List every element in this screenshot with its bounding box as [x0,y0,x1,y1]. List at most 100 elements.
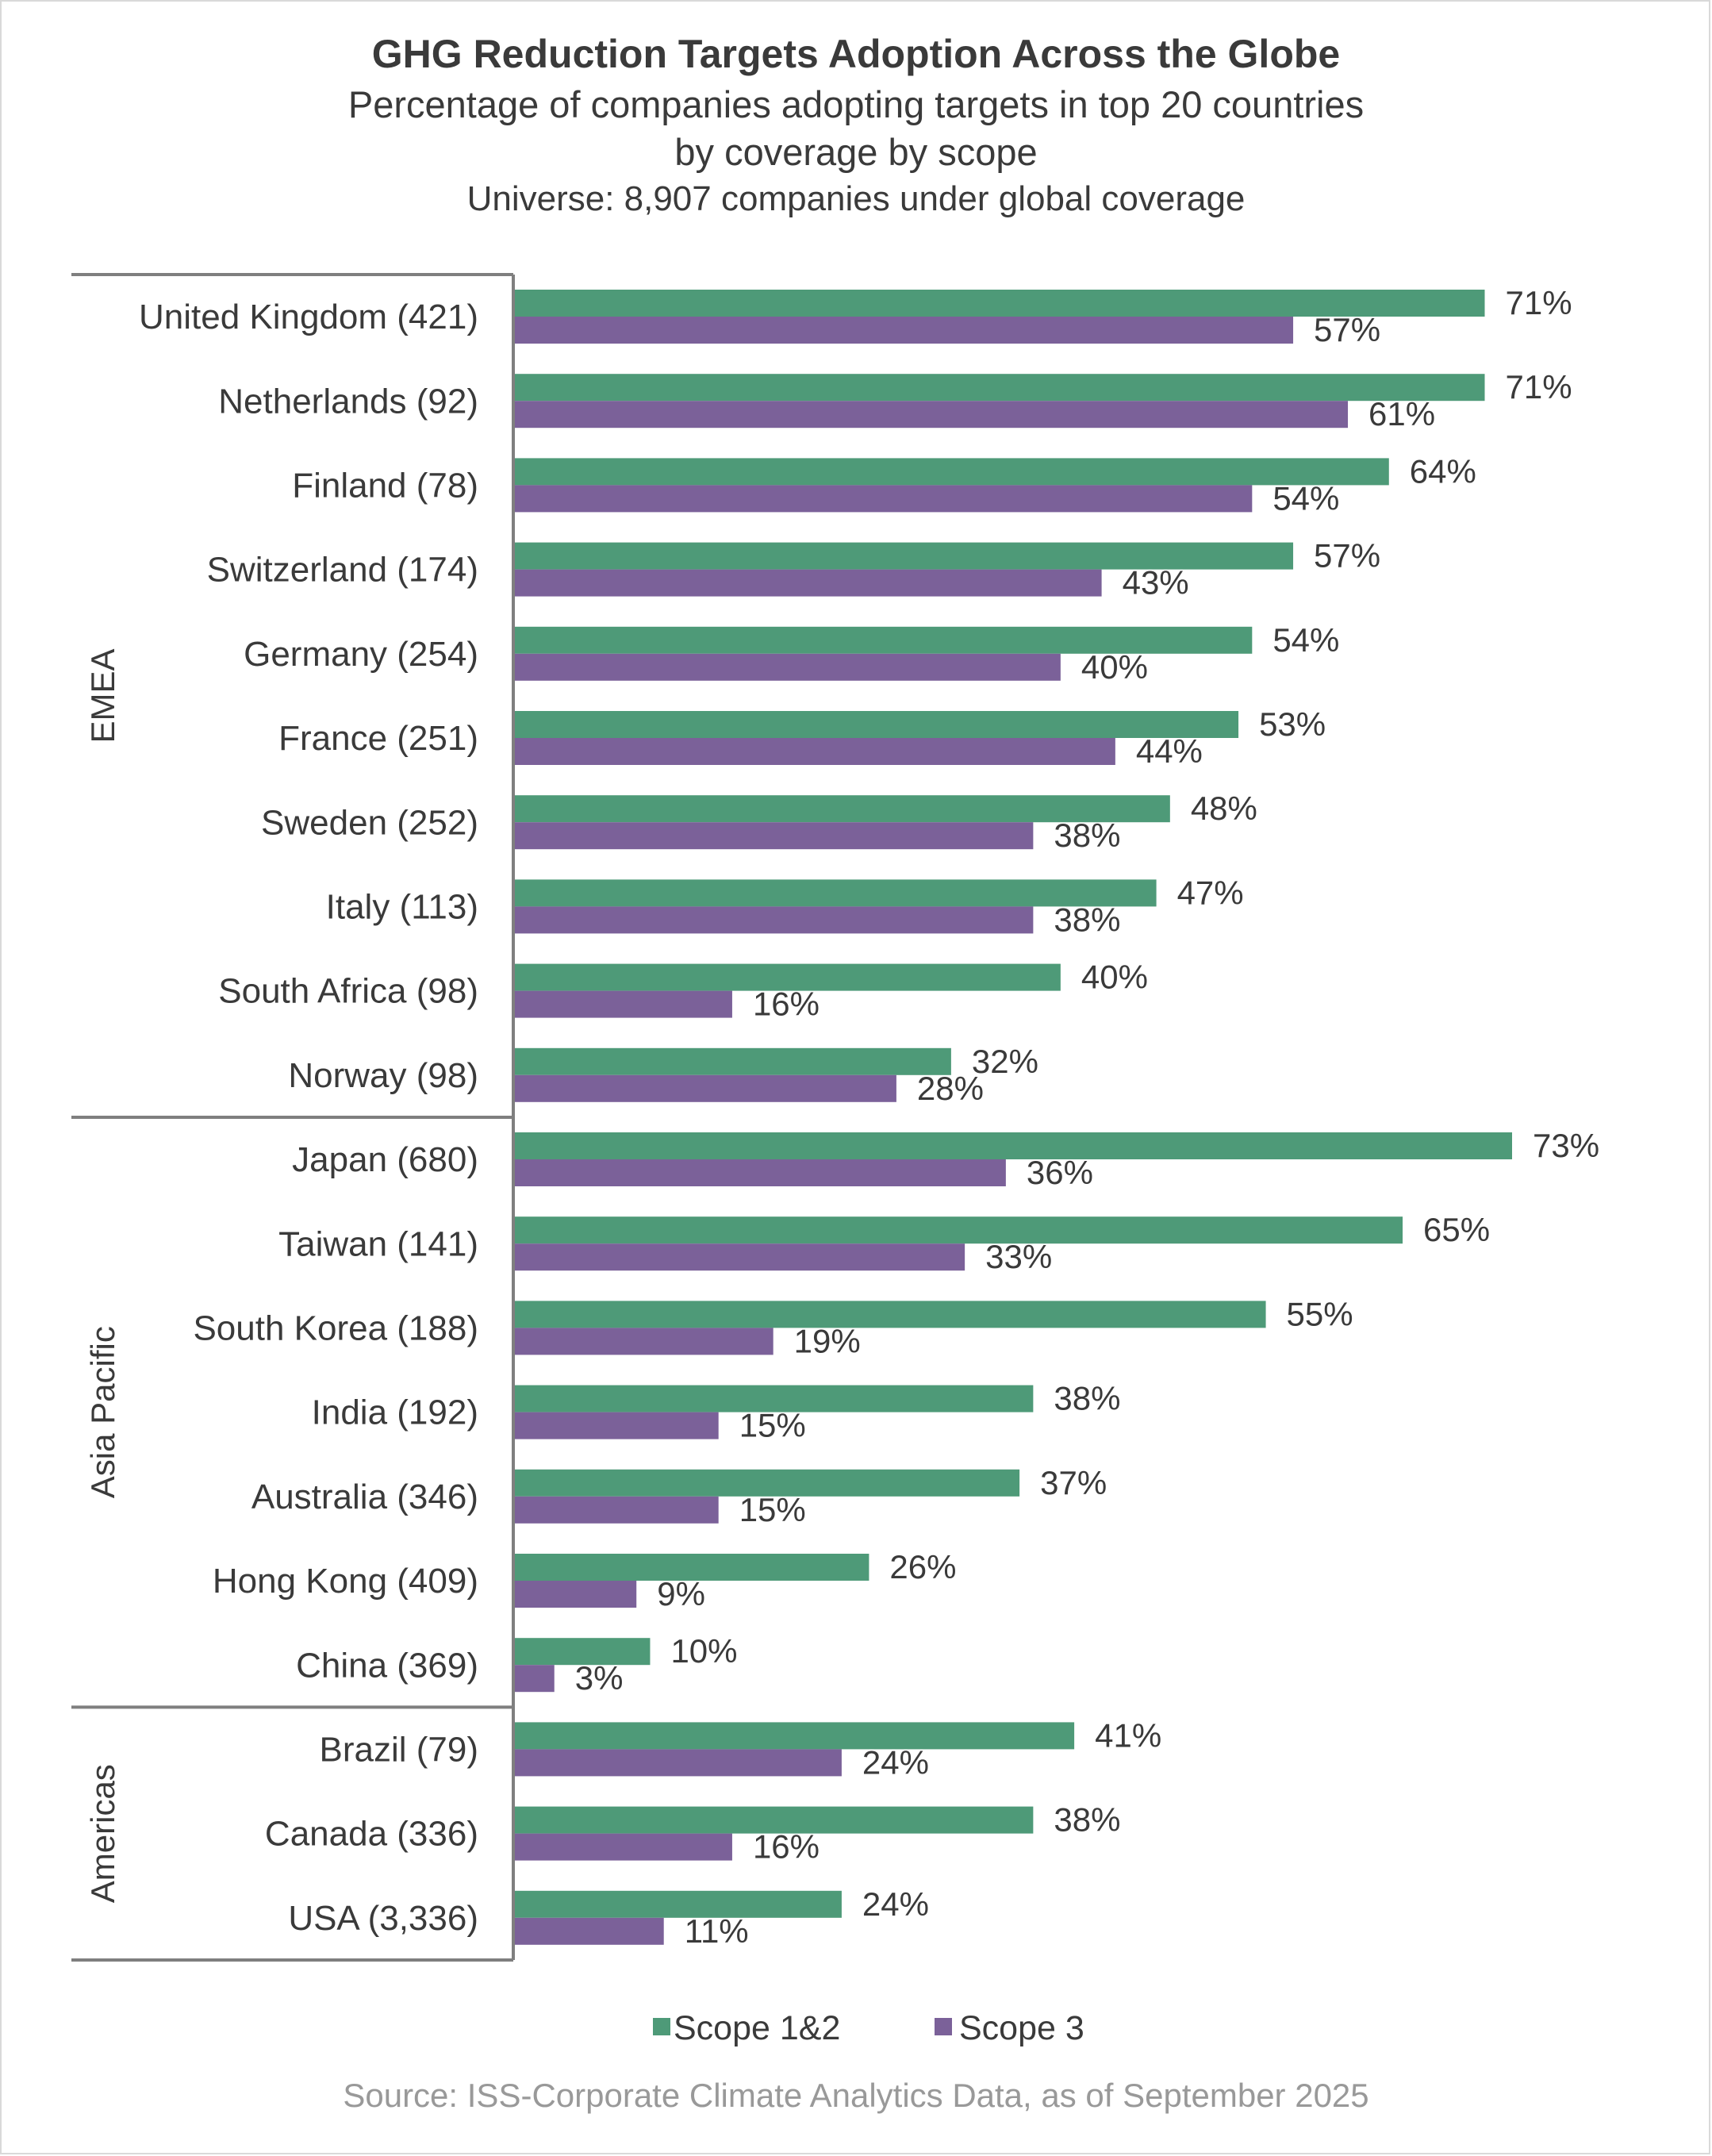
legend-label-scope-3: Scope 3 [959,2009,1084,2047]
category-label-china: China (369) [296,1646,478,1685]
group-label-asia-pacific: Asia Pacific [84,1326,121,1498]
bar-scope-1-2-australia [513,1469,1020,1497]
value-label-scope-3-germany: 40% [1081,648,1148,686]
category-label-netherlands: Netherlands (92) [218,382,478,421]
bar-scope-1-2-switzerland [513,542,1294,570]
legend-swatch-scope-1-2 [653,2018,670,2035]
legend-swatch-scope-3 [935,2018,952,2035]
chart-universe-note: Universe: 8,907 companies under global c… [466,179,1246,218]
category-label-united-kingdom: United Kingdom (421) [139,298,478,336]
bar-scope-1-2-sweden [513,795,1170,823]
bar-scope-3-australia [513,1496,719,1524]
value-label-scope-3-norway: 28% [917,1070,984,1107]
category-label-taiwan: Taiwan (141) [278,1224,478,1263]
category-label-italy: Italy (113) [326,888,478,927]
value-label-scope-3-hong-kong: 9% [657,1575,705,1612]
value-label-scope-3-italy: 38% [1054,901,1120,938]
value-label-scope-3-usa: 11% [685,1912,749,1950]
category-label-usa: USA (3,336) [288,1899,478,1938]
value-label-scope-1-2-usa: 24% [862,1885,929,1923]
bar-scope-1-2-india [513,1385,1034,1412]
value-label-scope-1-2-united-kingdom: 71% [1506,284,1572,321]
value-label-scope-1-2-south-africa: 40% [1081,959,1148,996]
category-label-switzerland: Switzerland (174) [207,551,478,590]
value-label-scope-1-2-japan: 73% [1533,1127,1599,1164]
bar-scope-1-2-china [513,1638,651,1666]
value-label-scope-3-canada: 16% [753,1828,820,1866]
bar-scope-1-2-germany [513,626,1253,654]
category-label-japan: Japan (680) [292,1140,478,1179]
bar-scope-3-united-kingdom [513,317,1294,344]
value-label-scope-3-brazil: 24% [862,1743,929,1781]
value-label-scope-1-2-finland: 64% [1410,452,1476,490]
bar-scope-1-2-united-kingdom [513,290,1485,317]
category-label-france: France (251) [278,719,478,758]
source-note: Source: ISS-Corporate Climate Analytics … [343,2077,1368,2114]
bar-scope-3-norway [513,1074,896,1102]
value-label-scope-3-france: 44% [1136,732,1203,770]
value-label-scope-3-switzerland: 43% [1123,564,1189,601]
value-label-scope-3-australia: 15% [739,1491,806,1528]
value-label-scope-1-2-australia: 37% [1040,1464,1107,1501]
bar-scope-3-japan [513,1159,1006,1186]
value-label-scope-3-india: 15% [739,1407,806,1444]
value-label-scope-3-south-korea: 19% [794,1322,861,1359]
value-label-scope-1-2-netherlands: 71% [1506,368,1572,405]
category-label-australia: Australia (346) [251,1478,478,1516]
chart-title: GHG Reduction Targets Adoption Across th… [371,32,1341,76]
bar-scope-3-hong-kong [513,1581,637,1608]
bar-scope-1-2-norway [513,1047,951,1075]
category-label-south-africa: South Africa (98) [218,972,478,1011]
category-label-norway: Norway (98) [288,1056,478,1095]
value-label-scope-3-netherlands: 61% [1368,395,1435,432]
bar-scope-3-netherlands [513,401,1349,429]
value-label-scope-1-2-india: 38% [1054,1380,1120,1417]
category-label-canada: Canada (336) [265,1815,478,1854]
bar-scope-1-2-italy [513,879,1157,907]
bar-scope-1-2-japan [513,1132,1512,1159]
bar-scope-3-switzerland [513,569,1102,597]
bar-scope-3-sweden [513,822,1034,850]
value-label-scope-1-2-canada: 38% [1054,1801,1120,1839]
bar-scope-1-2-netherlands [513,374,1485,402]
value-label-scope-3-united-kingdom: 57% [1314,311,1380,348]
bar-scope-1-2-taiwan [513,1216,1403,1244]
chart-subtitle-line-2: by coverage by scope [674,131,1038,173]
value-label-scope-1-2-south-korea: 55% [1287,1295,1353,1332]
category-label-hong-kong: Hong Kong (409) [213,1562,478,1601]
category-label-germany: Germany (254) [244,635,478,674]
category-label-sweden: Sweden (252) [261,803,478,842]
bar-scope-3-brazil [513,1749,842,1777]
value-label-scope-1-2-italy: 47% [1177,874,1244,911]
value-label-scope-3-finland: 54% [1272,479,1339,517]
category-label-india: India (192) [312,1393,478,1432]
value-label-scope-3-taiwan: 33% [985,1238,1052,1275]
group-label-emea: EMEA [84,648,121,743]
bar-scope-3-germany [513,653,1061,681]
value-label-scope-3-south-africa: 16% [753,986,820,1023]
bar-scope-3-taiwan [513,1243,965,1271]
category-label-brazil: Brazil (79) [320,1731,479,1770]
value-label-scope-1-2-brazil: 41% [1095,1716,1161,1754]
bar-scope-3-india [513,1412,719,1439]
value-label-scope-1-2-france: 53% [1259,705,1326,743]
value-label-scope-1-2-switzerland: 57% [1314,537,1380,575]
value-label-scope-1-2-taiwan: 65% [1423,1211,1490,1248]
legend-label-scope-1-2: Scope 1&2 [674,2009,840,2047]
bar-scope-3-usa [513,1917,664,1945]
bar-scope-3-south-korea [513,1328,773,1355]
value-label-scope-1-2-hong-kong: 26% [889,1548,956,1585]
group-label-americas: Americas [84,1764,121,1903]
bar-scope-1-2-south-korea [513,1301,1266,1328]
bar-scope-3-italy [513,906,1034,934]
bar-scope-3-china [513,1665,555,1693]
value-label-scope-3-china: 3% [575,1659,624,1697]
value-label-scope-3-sweden: 38% [1054,817,1120,854]
bar-scope-1-2-hong-kong [513,1554,869,1581]
title-block: GHG Reduction Targets Adoption Across th… [0,27,1712,222]
value-label-scope-1-2-sweden: 48% [1191,790,1257,827]
chart-subtitle-line-1: Percentage of companies adopting targets… [347,83,1365,125]
bar-scope-3-france [513,738,1115,765]
value-label-scope-1-2-norway: 32% [972,1043,1038,1080]
